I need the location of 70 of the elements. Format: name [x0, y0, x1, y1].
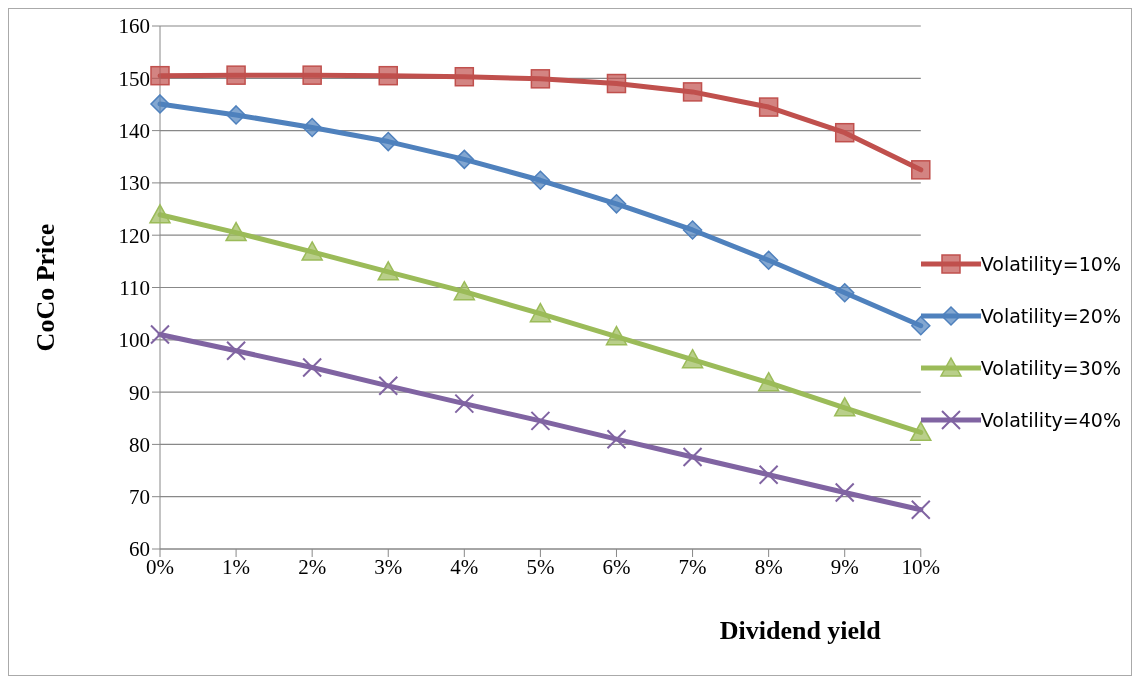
point	[834, 122, 855, 143]
x-tick-label: 7%	[678, 554, 707, 579]
y-tick-label: 160	[118, 14, 150, 39]
point	[226, 105, 246, 125]
point	[225, 221, 247, 242]
point	[606, 429, 627, 450]
point	[149, 204, 171, 224]
point	[758, 250, 779, 271]
point	[530, 410, 551, 431]
point	[378, 65, 398, 86]
x-tick-label: 3%	[374, 554, 403, 579]
point	[378, 375, 399, 396]
point	[377, 261, 399, 281]
y-tick-label: 90	[129, 380, 150, 405]
x-tick-label: 6%	[602, 554, 631, 579]
x-tick-label: 5%	[526, 554, 555, 579]
point	[833, 397, 856, 417]
y-tick-label: 140	[118, 119, 150, 144]
point	[530, 69, 551, 89]
y-tick-label: 100	[118, 328, 150, 353]
point	[605, 325, 628, 346]
point	[226, 340, 247, 361]
x-tick-label: 1%	[222, 554, 251, 579]
point	[757, 371, 780, 392]
point	[910, 421, 932, 442]
point	[682, 220, 703, 240]
point	[682, 82, 703, 102]
point	[911, 315, 931, 336]
y-tick-label: 110	[119, 275, 150, 300]
y-tick-label: 70	[129, 485, 150, 510]
y-axis-title: CoCo Price	[31, 223, 61, 352]
point	[302, 117, 322, 138]
y-tick-label: 130	[118, 171, 150, 196]
x-axis-title: Dividend yield	[719, 616, 882, 645]
point	[530, 170, 551, 191]
legend-label: Volatility=30%	[980, 357, 1121, 379]
point	[911, 160, 931, 180]
point	[150, 94, 170, 114]
point	[378, 131, 398, 152]
point	[454, 149, 475, 170]
legend-label: Volatility=20%	[980, 305, 1121, 327]
x-tick-label: 4%	[450, 554, 479, 579]
point	[910, 499, 931, 520]
y-tick-label: 120	[118, 223, 150, 248]
x-tick-label: 10%	[901, 554, 941, 579]
point	[453, 280, 476, 301]
point	[301, 241, 323, 261]
point	[606, 194, 627, 214]
x-tick-label: 2%	[298, 554, 327, 579]
point	[226, 65, 246, 85]
point	[454, 393, 475, 414]
x-tick-label: 8%	[754, 554, 783, 579]
point	[758, 97, 779, 117]
point	[681, 348, 704, 369]
point	[834, 482, 855, 503]
point	[529, 302, 552, 323]
legend-label: Volatility=10%	[980, 253, 1121, 275]
point	[150, 65, 170, 86]
point	[302, 65, 322, 85]
point	[150, 324, 170, 345]
point	[302, 357, 323, 378]
y-tick-label: 150	[118, 66, 150, 91]
point	[606, 73, 627, 94]
point	[454, 66, 475, 87]
legend-label: Volatility=40%	[980, 409, 1121, 431]
point	[682, 446, 703, 467]
y-tick-label: 80	[129, 432, 150, 457]
point	[834, 282, 855, 303]
x-tick-label: 9%	[830, 554, 859, 579]
point	[758, 464, 779, 485]
